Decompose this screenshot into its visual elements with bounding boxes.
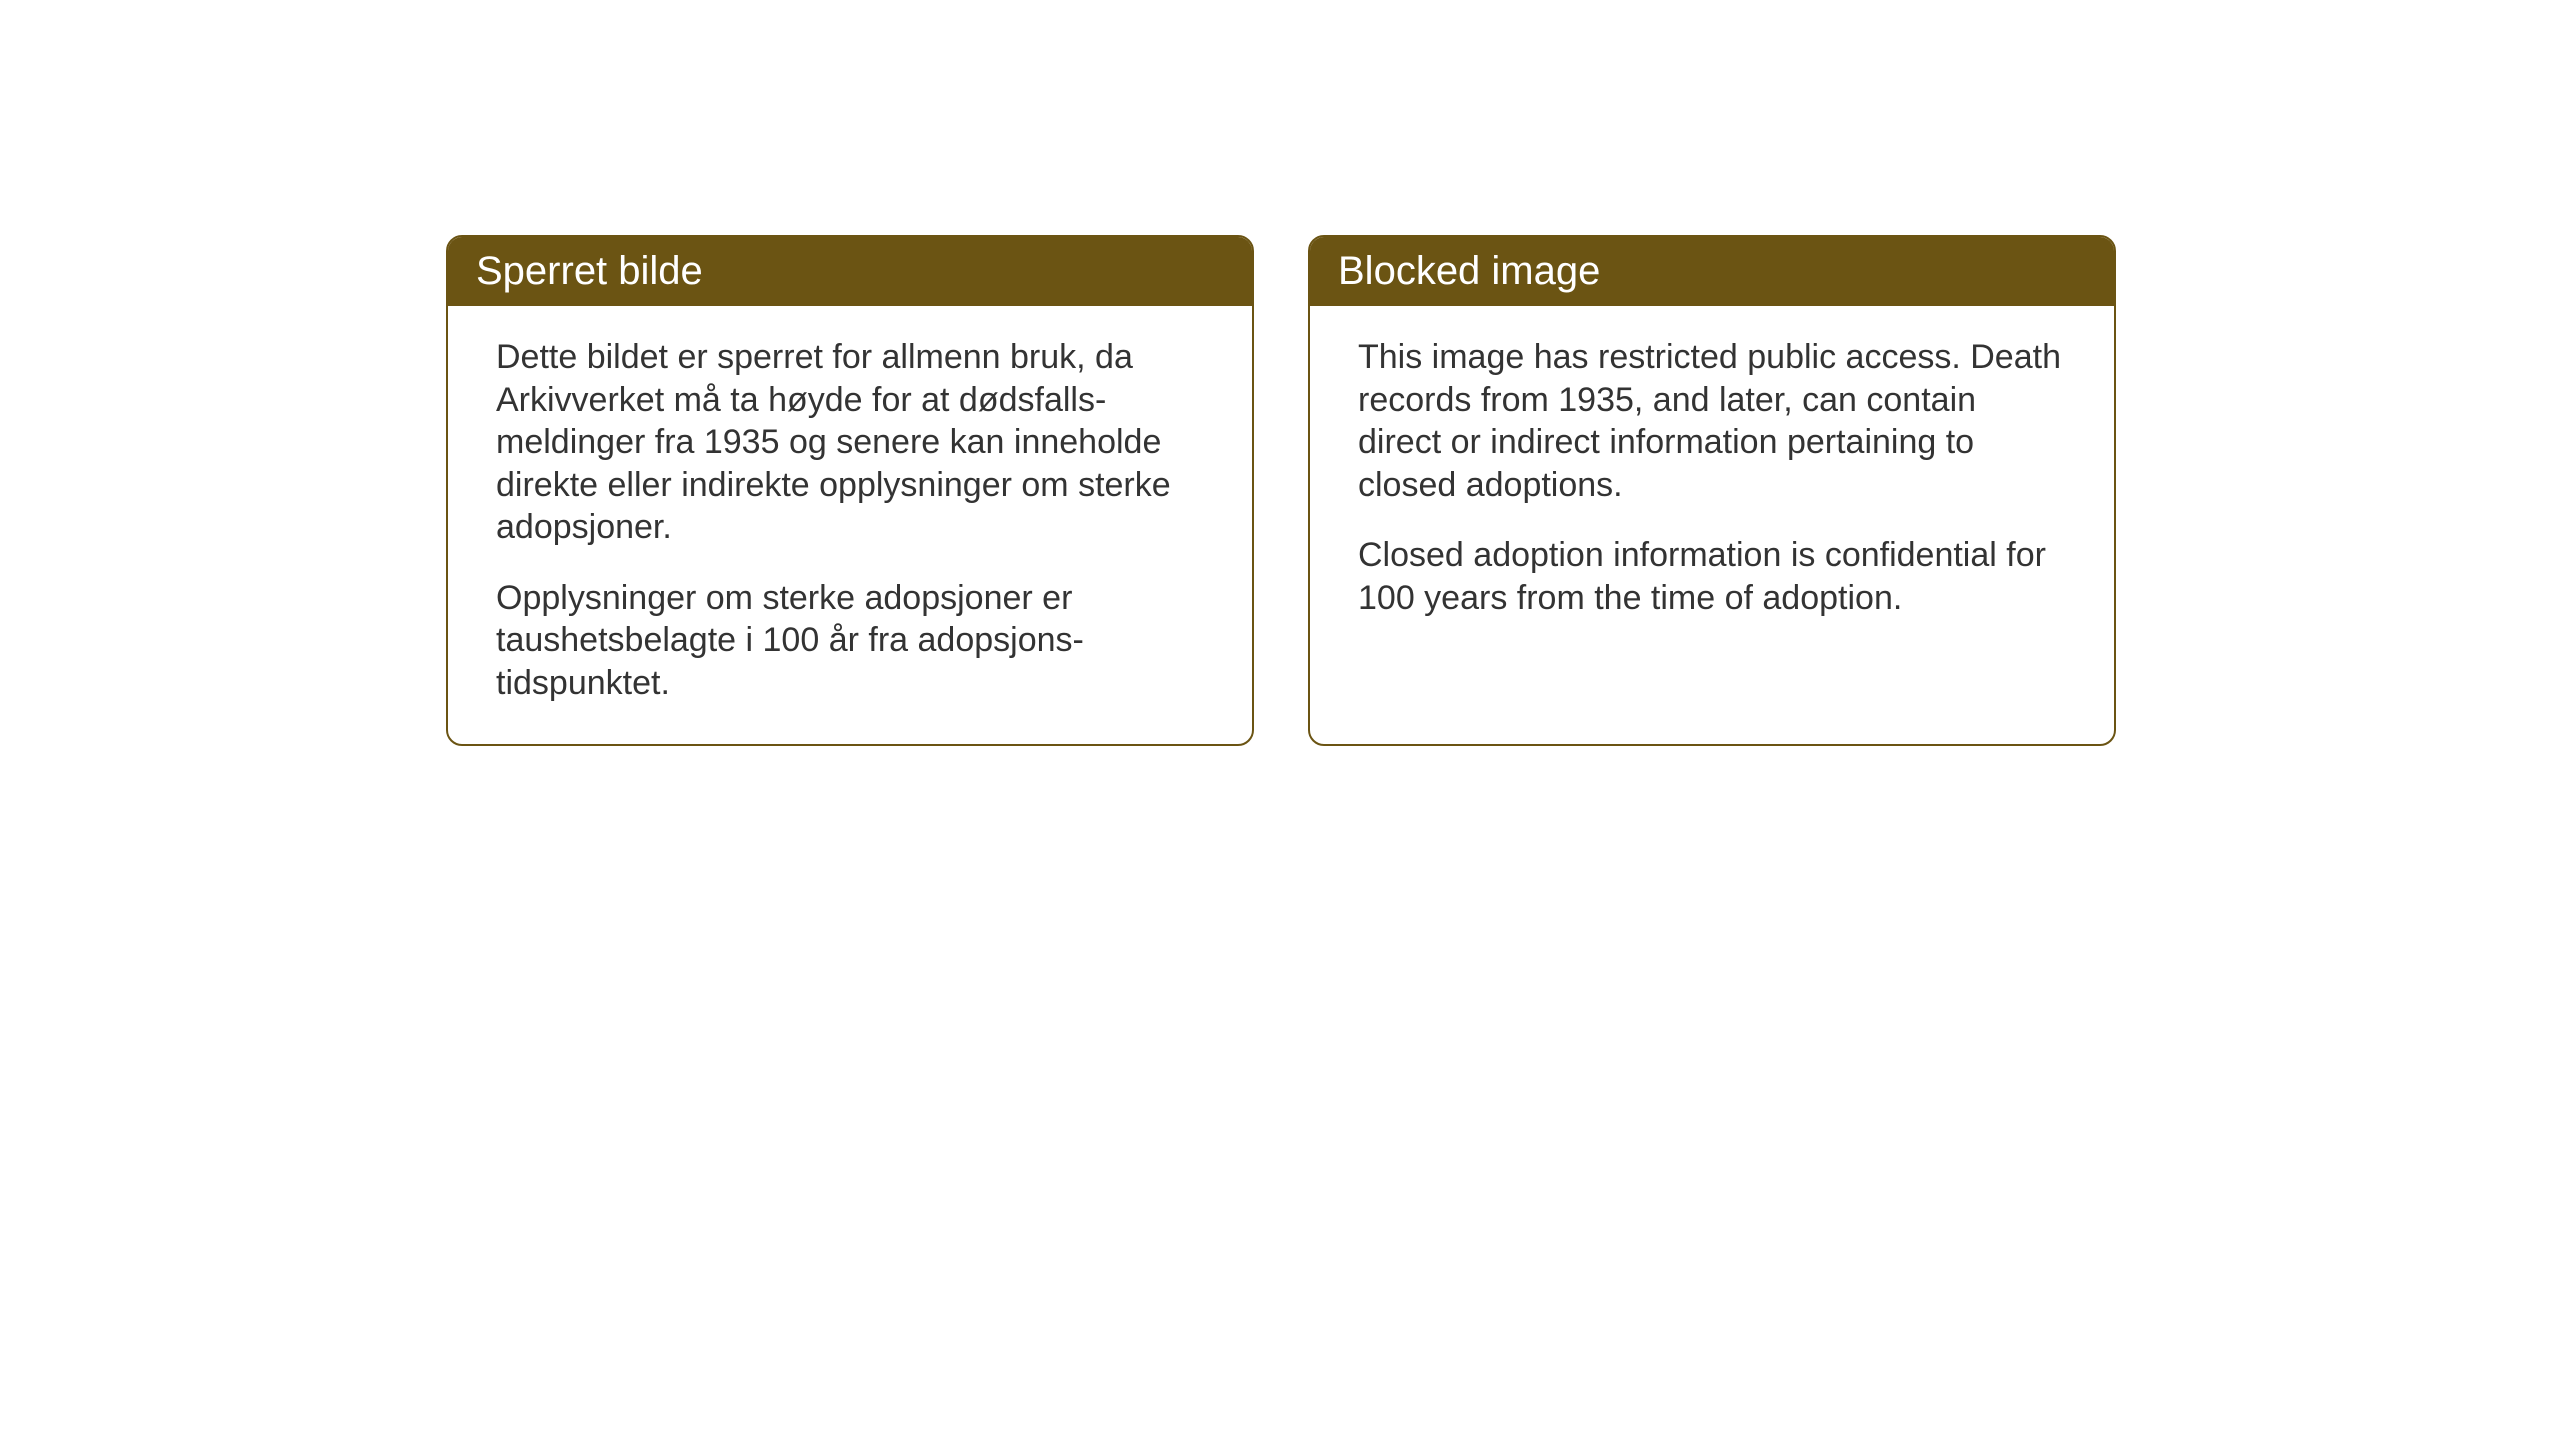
- notice-card-english: Blocked image This image has restricted …: [1308, 235, 2116, 746]
- card-paragraph-2-norwegian: Opplysninger om sterke adopsjoner er tau…: [496, 577, 1204, 705]
- card-paragraph-1-norwegian: Dette bildet er sperret for allmenn bruk…: [496, 336, 1204, 549]
- card-title-english: Blocked image: [1338, 249, 1600, 293]
- card-paragraph-2-english: Closed adoption information is confident…: [1358, 534, 2066, 619]
- notice-container: Sperret bilde Dette bildet er sperret fo…: [446, 235, 2560, 746]
- card-header-norwegian: Sperret bilde: [448, 237, 1252, 306]
- card-title-norwegian: Sperret bilde: [476, 249, 703, 293]
- card-paragraph-1-english: This image has restricted public access.…: [1358, 336, 2066, 506]
- card-body-norwegian: Dette bildet er sperret for allmenn bruk…: [448, 306, 1252, 744]
- card-header-english: Blocked image: [1310, 237, 2114, 306]
- card-body-english: This image has restricted public access.…: [1310, 306, 2114, 659]
- notice-card-norwegian: Sperret bilde Dette bildet er sperret fo…: [446, 235, 1254, 746]
